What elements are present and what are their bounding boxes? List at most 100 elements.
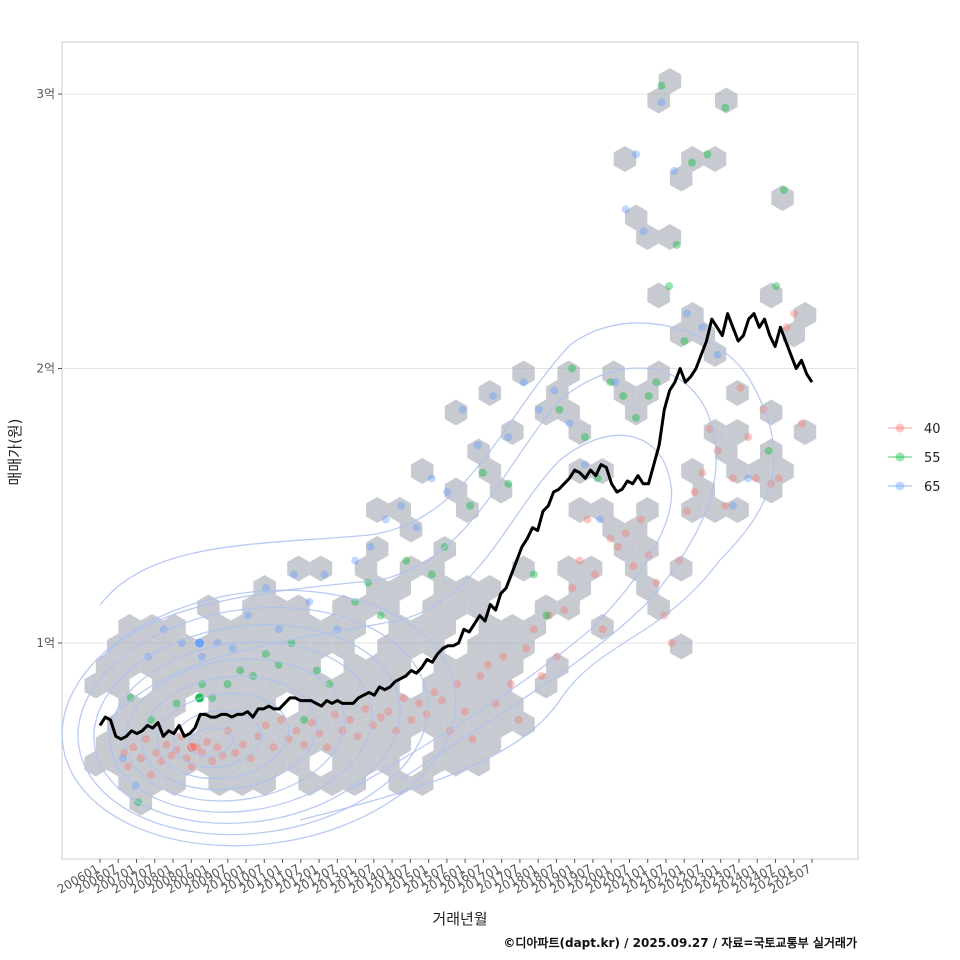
scatter-point-55 (652, 378, 661, 387)
hexbin-cell (636, 536, 659, 562)
scatter-point-65 (274, 625, 283, 634)
hexbin-cell (230, 731, 254, 757)
scatter-point-40 (652, 578, 661, 587)
hexbin-cell (726, 380, 749, 406)
hexbin-cell (523, 614, 547, 640)
hexbin-cell (242, 672, 265, 699)
scatter-point-40 (269, 743, 278, 752)
scatter-point-65 (118, 754, 127, 763)
hexbin-cell (613, 380, 637, 406)
hexbin-cell (703, 419, 727, 445)
hexbin-cell (287, 594, 310, 621)
scatter-point-55 (672, 240, 681, 249)
scatter-point-40 (124, 762, 133, 771)
hexbin-cell (456, 692, 479, 718)
hexbin-cell (557, 399, 580, 426)
scatter-point-40 (129, 743, 138, 752)
hexbin-cell (771, 185, 794, 211)
hexbin-cell (219, 672, 243, 699)
scatter-point-40 (522, 644, 531, 653)
hexbin-cell (501, 692, 524, 718)
scatter-point-65 (198, 652, 207, 661)
hexbin-cell (501, 419, 524, 445)
scatter-point-55 (644, 391, 653, 400)
hexbin-cell (557, 555, 580, 582)
scatter-point-40 (698, 468, 707, 477)
density-contour (109, 641, 373, 813)
hexbin-cell (343, 614, 366, 640)
hexbin-cell (208, 653, 231, 679)
hexbin-cell (613, 146, 637, 172)
hexbin-cell (512, 360, 535, 387)
hexbin-cell (647, 360, 670, 387)
scatter-point-40 (506, 680, 515, 689)
scatter-point-65 (713, 350, 722, 359)
density-contour (61, 589, 457, 847)
scatter-point-40 (346, 715, 355, 724)
scatter-point-55 (466, 501, 475, 510)
scatter-point-40 (690, 488, 699, 497)
scatter-point-65 (631, 150, 640, 159)
scatter-point-40 (261, 721, 270, 730)
legend-key-point-65 (895, 481, 905, 491)
scatter-point-65 (621, 205, 630, 214)
hexbin-cell (152, 750, 175, 777)
scatter-point-65 (728, 501, 737, 510)
hexbin-cell (264, 672, 288, 699)
hexbin-cell (478, 458, 502, 484)
hexbin-cell (613, 536, 637, 562)
hexbin-cell (208, 614, 231, 640)
scatter-point-55 (236, 666, 245, 675)
scatter-point-40 (774, 474, 783, 483)
scatter-point-40 (246, 754, 255, 763)
scatter-point-40 (629, 562, 638, 571)
scatter-point-40 (560, 606, 569, 615)
hexbin-cell (208, 731, 231, 757)
hexbin-cell (456, 497, 479, 523)
hexbin-cell (287, 750, 310, 777)
scatter-point-65 (443, 488, 452, 497)
scatter-point-55 (300, 715, 309, 724)
hexbin-cell (771, 458, 794, 484)
hexbin-cell (467, 711, 490, 738)
hexbin-cell (388, 575, 411, 601)
scatter-point-65 (611, 378, 620, 387)
scatter-point-40 (384, 707, 393, 716)
scatter-point-65 (682, 309, 691, 318)
hexbin-cell (399, 711, 423, 738)
hexbin-cell (287, 672, 310, 699)
density-contour-layer (61, 322, 775, 847)
hexbin-cell (703, 497, 727, 523)
scatter-point-55 (657, 81, 666, 90)
scatter-point-55 (261, 649, 270, 658)
hexbin-cell (107, 633, 130, 660)
scatter-point-65 (580, 460, 589, 469)
scatter-point-40 (529, 625, 538, 634)
scatter-point-40 (167, 751, 176, 760)
scatter-point-55 (363, 578, 372, 587)
scatter-point-55 (606, 378, 615, 387)
scatter-point-55 (721, 103, 730, 112)
hexbin-cell (332, 750, 355, 777)
scatter-point-65 (565, 419, 574, 428)
density-contour (172, 709, 262, 769)
hexbin-cell (624, 516, 648, 543)
trend-line-layer (98, 312, 814, 741)
hexbin-cell (703, 341, 727, 367)
scatter-point-65 (244, 611, 253, 620)
hexbin-cell (444, 594, 468, 621)
hexbin-cell (636, 497, 659, 523)
scatter-point-65 (596, 515, 605, 524)
scatter-point-40 (152, 748, 161, 757)
hexbin-cell (681, 146, 704, 172)
scatter-point-40 (736, 383, 745, 392)
hexbin-cell (591, 497, 614, 523)
hexbin-cell (332, 633, 355, 660)
scatter-point-55 (325, 680, 334, 689)
scatter-point-40 (721, 501, 730, 510)
scatter-point-40 (292, 726, 301, 735)
hexbin-cell (332, 711, 355, 738)
hexbin-cell (163, 770, 186, 796)
hexbin-cell (84, 750, 107, 777)
scatter-point-40 (136, 754, 145, 763)
